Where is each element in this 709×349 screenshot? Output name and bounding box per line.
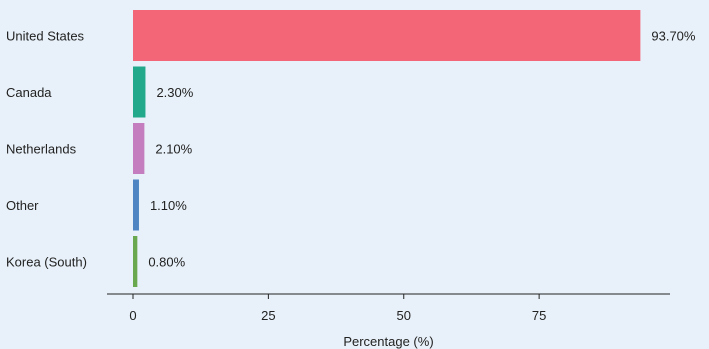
category-label-3: Other	[6, 198, 39, 213]
category-label-0: United States	[6, 29, 85, 44]
value-label-4: 0.80%	[148, 255, 185, 270]
x-axis: 0 25 50 75	[107, 293, 670, 323]
x-axis-title: Percentage (%)	[343, 334, 433, 349]
x-tick-label-1: 25	[261, 308, 275, 323]
bar-4	[133, 236, 138, 287]
bar-2	[133, 123, 145, 174]
bar-3	[133, 179, 139, 231]
category-label-1: Canada	[6, 85, 52, 100]
x-tick-label-0: 0	[129, 308, 136, 323]
value-label-3: 1.10%	[150, 198, 187, 213]
bars-layer	[133, 10, 641, 287]
value-label-1: 2.30%	[156, 85, 193, 100]
x-tick-label-2: 50	[397, 308, 411, 323]
category-label-4: Korea (South)	[6, 255, 87, 270]
x-tick-label-3: 75	[532, 308, 546, 323]
bar-1	[133, 66, 146, 118]
labels-layer: United States 93.70% Canada 2.30% Netherland…	[6, 29, 696, 270]
value-label-2: 2.10%	[155, 142, 192, 157]
category-label-2: Netherlands	[6, 142, 77, 157]
value-label-0: 93.70%	[651, 29, 696, 44]
bar-0	[133, 10, 641, 61]
